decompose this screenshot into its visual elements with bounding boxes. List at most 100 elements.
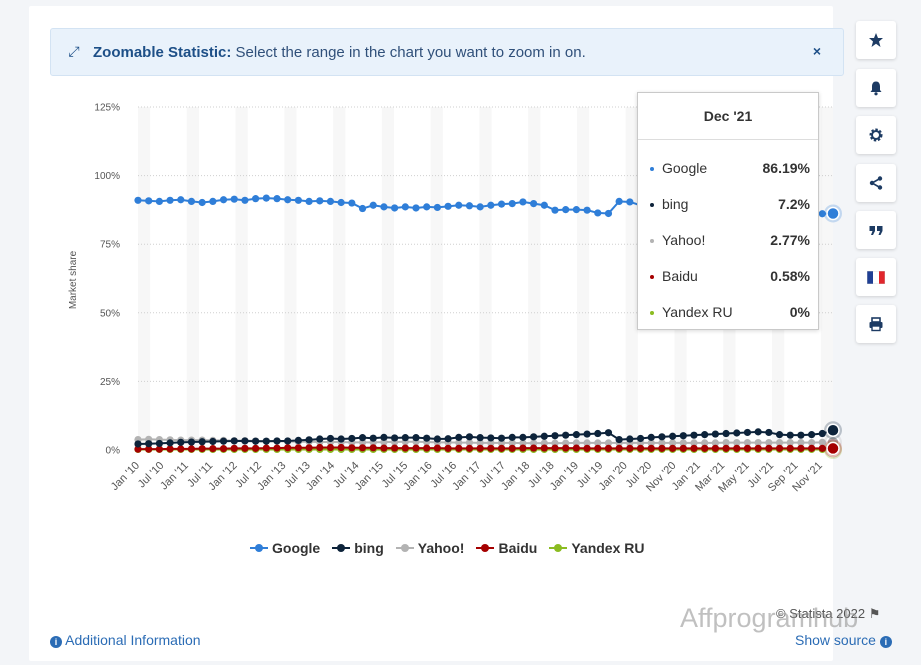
data-point[interactable] bbox=[391, 444, 399, 452]
data-point[interactable] bbox=[540, 201, 548, 209]
data-point[interactable] bbox=[145, 197, 153, 205]
notification-button[interactable] bbox=[856, 69, 896, 107]
data-point[interactable] bbox=[647, 439, 655, 447]
data-point[interactable] bbox=[497, 434, 506, 442]
data-point[interactable] bbox=[252, 437, 260, 445]
data-point[interactable] bbox=[476, 444, 484, 452]
data-point[interactable] bbox=[519, 439, 527, 447]
data-point[interactable] bbox=[530, 199, 538, 208]
data-point[interactable] bbox=[380, 433, 388, 441]
data-point[interactable] bbox=[626, 444, 634, 452]
data-point[interactable] bbox=[294, 436, 302, 444]
data-point[interactable] bbox=[826, 441, 840, 456]
data-point[interactable] bbox=[519, 433, 527, 441]
data-point[interactable] bbox=[241, 444, 249, 452]
data-point[interactable] bbox=[808, 431, 816, 439]
data-point[interactable] bbox=[444, 444, 452, 452]
data-point[interactable] bbox=[134, 196, 142, 204]
data-point[interactable] bbox=[166, 196, 174, 204]
data-point[interactable] bbox=[679, 432, 687, 440]
data-point[interactable] bbox=[177, 438, 185, 446]
data-point[interactable] bbox=[465, 202, 474, 210]
data-point[interactable] bbox=[636, 444, 645, 452]
data-point[interactable] bbox=[187, 197, 196, 205]
data-point[interactable] bbox=[155, 445, 163, 453]
data-point[interactable] bbox=[615, 444, 623, 452]
data-point[interactable] bbox=[540, 432, 548, 440]
data-point[interactable] bbox=[219, 445, 228, 453]
data-point[interactable] bbox=[818, 429, 826, 438]
data-point[interactable] bbox=[530, 444, 538, 452]
data-point[interactable] bbox=[669, 444, 677, 452]
data-point[interactable] bbox=[604, 209, 613, 218]
data-point[interactable] bbox=[733, 429, 741, 437]
data-point[interactable] bbox=[198, 198, 206, 207]
data-point[interactable] bbox=[765, 428, 773, 437]
data-point[interactable] bbox=[775, 431, 784, 439]
settings-button[interactable] bbox=[856, 116, 896, 154]
data-point[interactable] bbox=[230, 195, 238, 203]
data-point[interactable] bbox=[562, 431, 570, 439]
data-point[interactable] bbox=[316, 197, 324, 205]
data-point[interactable] bbox=[508, 199, 516, 208]
data-point[interactable] bbox=[284, 444, 292, 452]
data-point[interactable] bbox=[273, 437, 281, 445]
data-point[interactable] bbox=[412, 444, 420, 452]
data-point[interactable] bbox=[711, 439, 719, 447]
data-point[interactable] bbox=[647, 433, 655, 441]
data-point[interactable] bbox=[134, 440, 142, 448]
data-point[interactable] bbox=[530, 439, 538, 447]
data-point[interactable] bbox=[754, 438, 762, 447]
data-point[interactable] bbox=[701, 439, 709, 447]
data-point[interactable] bbox=[358, 434, 367, 442]
data-point[interactable] bbox=[786, 444, 794, 452]
data-point[interactable] bbox=[476, 439, 484, 447]
data-point[interactable] bbox=[455, 433, 463, 441]
data-point[interactable] bbox=[722, 438, 730, 447]
data-point[interactable] bbox=[722, 429, 730, 438]
data-point[interactable] bbox=[519, 444, 527, 452]
data-point[interactable] bbox=[743, 438, 752, 447]
data-point[interactable] bbox=[604, 444, 613, 452]
data-point[interactable] bbox=[412, 434, 420, 442]
show-source-link[interactable]: Show source i bbox=[795, 632, 892, 648]
data-point[interactable] bbox=[187, 438, 196, 446]
data-point[interactable] bbox=[262, 194, 270, 202]
data-point[interactable] bbox=[444, 435, 452, 443]
data-point[interactable] bbox=[808, 438, 816, 447]
data-point[interactable] bbox=[209, 445, 217, 453]
data-point[interactable] bbox=[690, 439, 698, 447]
data-point[interactable] bbox=[743, 444, 752, 452]
data-point[interactable] bbox=[487, 439, 495, 447]
data-point[interactable] bbox=[476, 434, 484, 442]
data-point[interactable] bbox=[369, 444, 377, 452]
data-point[interactable] bbox=[455, 438, 463, 447]
data-point[interactable] bbox=[733, 438, 741, 447]
data-point[interactable] bbox=[551, 432, 559, 440]
data-point[interactable] bbox=[326, 434, 335, 443]
data-point[interactable] bbox=[294, 444, 302, 452]
data-point[interactable] bbox=[273, 195, 281, 203]
data-point[interactable] bbox=[198, 445, 206, 453]
data-point[interactable] bbox=[337, 198, 345, 207]
data-point[interactable] bbox=[540, 439, 548, 447]
data-point[interactable] bbox=[455, 201, 463, 209]
data-point[interactable] bbox=[380, 444, 388, 452]
data-point[interactable] bbox=[187, 445, 196, 453]
data-point[interactable] bbox=[786, 431, 794, 439]
data-point[interactable] bbox=[583, 439, 591, 447]
data-point[interactable] bbox=[166, 445, 174, 453]
data-point[interactable] bbox=[423, 444, 431, 452]
data-point[interactable] bbox=[604, 439, 613, 447]
data-point[interactable] bbox=[465, 433, 474, 441]
data-point[interactable] bbox=[690, 431, 698, 439]
data-point[interactable] bbox=[358, 204, 367, 213]
data-point[interactable] bbox=[818, 210, 826, 218]
data-point[interactable] bbox=[358, 444, 367, 452]
data-point[interactable] bbox=[508, 433, 516, 441]
data-point[interactable] bbox=[369, 201, 377, 209]
data-point[interactable] bbox=[594, 429, 602, 438]
data-point[interactable] bbox=[551, 206, 559, 214]
data-point[interactable] bbox=[166, 439, 174, 447]
data-point[interactable] bbox=[487, 434, 495, 442]
